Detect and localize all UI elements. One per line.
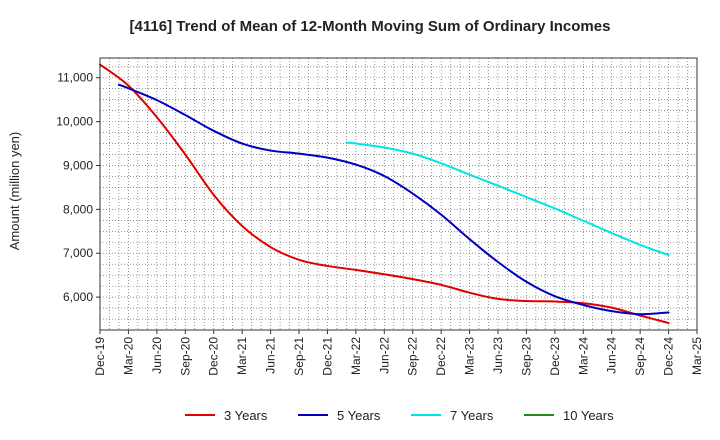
x-tick-label: Dec-22 (434, 337, 448, 376)
series-line-5-years (117, 83, 670, 316)
x-tick-label: Mar-24 (576, 337, 590, 375)
x-tick-label: Mar-22 (349, 337, 363, 375)
x-tick-label: Dec-24 (662, 337, 676, 376)
x-tick-label: Jun-21 (264, 337, 278, 374)
x-tick-label: Sep-20 (178, 337, 192, 376)
y-tick-label: 7,000 (63, 246, 93, 260)
vertical-grid (109, 58, 688, 330)
y-tick-label: 8,000 (63, 202, 93, 216)
x-tick-label: Mar-23 (463, 337, 477, 375)
x-tick-label: Jun-24 (605, 337, 619, 374)
x-tick-label: Mar-20 (121, 337, 135, 375)
y-tick-label: 10,000 (56, 115, 93, 129)
chart-title: [4116] Trend of Mean of 12-Month Moving … (130, 18, 611, 35)
x-tick-label: Jun-20 (150, 337, 164, 374)
legend-label: 10 Years (563, 408, 614, 423)
x-tick-label: Dec-20 (207, 337, 221, 376)
y-tick-label: 9,000 (63, 158, 93, 172)
legend-label: 3 Years (224, 408, 268, 423)
x-tick-label: Dec-23 (548, 337, 562, 376)
x-tick-label: Dec-19 (93, 337, 107, 376)
x-tick-label: Sep-22 (406, 337, 420, 376)
x-tick-label: Jun-23 (491, 337, 505, 374)
plot-border (99, 57, 698, 331)
x-tick-label: Dec-21 (320, 337, 334, 376)
x-tick-label: Mar-21 (235, 337, 249, 375)
legend: 3 Years 5 Years 7 Years 10 Years (185, 408, 614, 423)
x-tick-label: Jun-22 (377, 337, 391, 374)
x-tick-label: Mar-25 (690, 337, 704, 375)
plot-area (100, 58, 697, 330)
x-tick-label: Sep-24 (633, 337, 647, 376)
series-layer (99, 63, 670, 324)
y-axis-title: Amount (million yen) (7, 132, 22, 251)
x-tick-label: Sep-21 (292, 337, 306, 376)
x-tick-label: Sep-23 (519, 337, 533, 376)
y-tick-label: 6,000 (63, 290, 93, 304)
series-line-7-years (345, 141, 670, 256)
y-tick-label: 11,000 (57, 71, 93, 85)
y-axis-ticks: 6,000 7,000 8,000 9,000 10,000 11,000 (56, 71, 100, 304)
x-axis-ticks: Dec-19 Mar-20 Jun-20 Sep-20 Dec-20 Mar-21 Jun-… (93, 330, 704, 376)
legend-label: 5 Years (337, 408, 381, 423)
legend-label: 7 Years (450, 408, 494, 423)
